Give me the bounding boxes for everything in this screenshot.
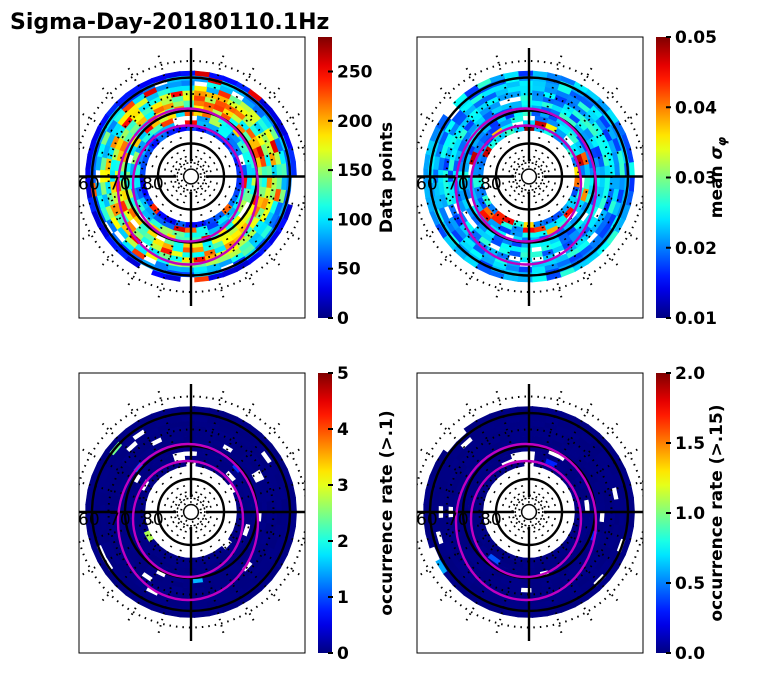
colorbar <box>318 37 332 318</box>
bin <box>518 416 533 423</box>
grid-circle-dotted <box>511 159 547 194</box>
colorbar-tick-label: 2 <box>337 532 349 552</box>
colorbar-tick-label: 50 <box>337 260 361 280</box>
panel-bottom-left: 60 70 80 0 1 2 3 4 5 occurrence rate (>.1) <box>78 364 397 664</box>
colorbar-tick-label: 0 <box>337 644 349 664</box>
lat-label: 80 <box>480 175 502 195</box>
figure-title: Sigma-Day-20180110.1Hz <box>10 10 329 35</box>
colorbar-tick-label: 1 <box>337 588 349 608</box>
axes-frame <box>416 36 644 319</box>
bin <box>531 250 544 258</box>
bin <box>573 511 581 523</box>
polar-grid <box>79 384 305 641</box>
bin <box>235 511 243 523</box>
colorbar-tick-label: 100 <box>337 210 373 230</box>
auroral-oval-boundary <box>454 442 598 602</box>
colorbar-tick-label: 3 <box>337 476 349 496</box>
bin <box>573 176 581 188</box>
lat-label: 70 <box>447 175 469 195</box>
axes-frame <box>416 372 644 654</box>
lat-label: 60 <box>416 175 438 195</box>
lat-label: 80 <box>480 510 502 530</box>
panel-top-left: 60 70 80 0 50 100 150 200 250 Data points <box>78 36 397 329</box>
bin <box>260 511 268 523</box>
auroral-oval-boundary <box>116 107 260 266</box>
lat-label: 70 <box>109 510 131 530</box>
colorbar-tick-label: 0.0 <box>675 644 705 664</box>
bin <box>517 276 533 283</box>
colorbar-tick-label: 0.04 <box>675 98 717 118</box>
grid-circle-dotted <box>180 501 202 523</box>
bin <box>180 80 195 87</box>
bin <box>181 420 195 427</box>
bin <box>603 511 611 524</box>
colorbar-label: occurrence rate (>.15) <box>707 404 727 621</box>
colorbar-tick-label: 4 <box>337 420 349 440</box>
bin <box>180 601 195 608</box>
bin <box>179 70 195 77</box>
lat-label: 80 <box>142 175 164 195</box>
lat-label: 70 <box>447 510 469 530</box>
grid-circle-dotted <box>180 165 202 188</box>
colorbar-tick-label: 0.01 <box>675 309 717 329</box>
colorbar-tick-label: 0.03 <box>675 169 717 189</box>
colorbar-tick-label: 200 <box>337 112 373 132</box>
lat-label: 60 <box>78 175 100 195</box>
colorbar-label: Data points <box>377 122 397 233</box>
colorbar <box>318 373 332 653</box>
bin <box>235 176 243 188</box>
bin <box>518 266 533 273</box>
auroral-oval-boundary <box>469 124 583 243</box>
bin <box>181 85 195 92</box>
auroral-oval-boundary <box>131 459 245 579</box>
lat-label: 60 <box>78 510 100 530</box>
colorbar-label: mean σφ <box>707 136 729 218</box>
polar-grid <box>417 48 643 306</box>
colorbar-tick-label: 1.0 <box>675 504 705 524</box>
auroral-oval-boundary <box>116 442 260 602</box>
colorbar-tick-label: 5 <box>337 364 349 384</box>
lat-label: 70 <box>109 175 131 195</box>
colorbar-tick-label: 250 <box>337 63 373 83</box>
bin <box>519 85 533 92</box>
polar-grid <box>79 48 305 306</box>
bin <box>518 601 533 608</box>
colorbar-tick-label: 1.5 <box>675 434 705 454</box>
grid-circle-dotted <box>173 494 209 530</box>
colorbar-tick-label: 0 <box>337 309 349 329</box>
polar-grid <box>417 384 643 641</box>
auroral-oval-boundary <box>454 107 598 266</box>
bin <box>583 176 591 190</box>
panel-top-right: 60 70 80 0.01 0.02 0.03 0.04 0.05 mean σφ <box>416 28 729 329</box>
grid-circle-dotted <box>511 494 547 530</box>
colorbar-tick-label: 0.05 <box>675 28 717 48</box>
bin <box>180 266 195 273</box>
colorbar-label: occurrence rate (>.1) <box>377 410 397 615</box>
axes-frame <box>78 372 306 654</box>
grid-circle-dotted <box>518 165 540 188</box>
bin <box>517 611 533 618</box>
grid-circle-dotted <box>173 159 209 194</box>
colorbar-tick-label: 0.5 <box>675 574 705 594</box>
auroral-oval-boundary <box>131 124 245 243</box>
grid-circle-dotted <box>518 501 540 523</box>
bins <box>85 406 297 618</box>
colorbar-tick-label: 0.02 <box>675 239 717 259</box>
bin <box>519 420 533 427</box>
colorbar-tick-label: 150 <box>337 161 373 181</box>
bin <box>179 406 195 413</box>
lat-label: 80 <box>142 510 164 530</box>
axes-frame <box>78 36 306 319</box>
colorbar-tick-label: 2.0 <box>675 364 705 384</box>
lat-label: 60 <box>416 510 438 530</box>
bin <box>180 416 195 423</box>
auroral-oval-boundary <box>469 459 583 579</box>
bin <box>179 611 195 618</box>
bin <box>518 80 533 87</box>
bin <box>517 70 533 77</box>
bin <box>517 406 533 413</box>
